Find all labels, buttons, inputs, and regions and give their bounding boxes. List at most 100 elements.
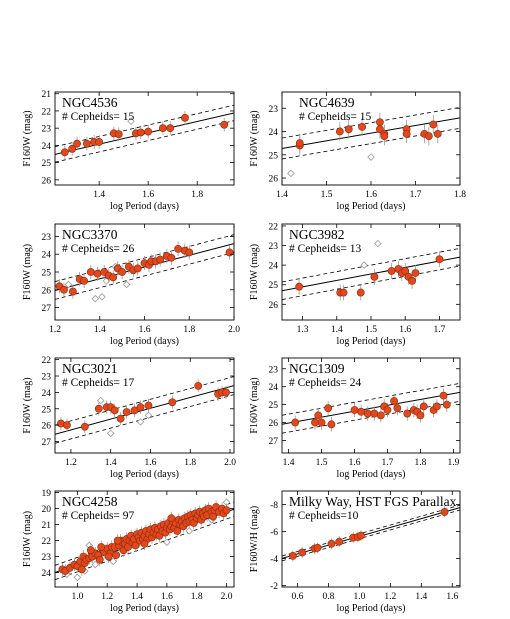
x-tick-label: 1.7	[410, 190, 422, 200]
x-tick-label: 1.2	[49, 325, 61, 335]
y-tick-label: 24	[42, 142, 52, 152]
x-tick-label: 1.0	[71, 592, 83, 602]
x-tick-label: 1.7	[434, 325, 446, 335]
x-tick-label: 1.6	[399, 325, 411, 335]
cepheid-point	[314, 411, 323, 420]
cepheid-count: # Cepheids= 15	[62, 111, 135, 123]
x-tick-label: 1.6	[365, 190, 377, 200]
y-tick-label: -8	[270, 501, 278, 511]
cepheid-point	[429, 120, 438, 129]
panel-6: 1.0 1.2 1.4 1.6 1.8 2.0 19 20 21 22 23 24 log Period…	[22, 489, 235, 614]
x-tick-label: 1.8	[184, 458, 196, 468]
cepheid-point	[225, 248, 234, 257]
cepheid-point	[344, 125, 353, 134]
cepheid-point	[122, 408, 131, 416]
x-tick-label: 1.6	[145, 458, 157, 468]
x-axis-label: log Period (days)	[110, 469, 179, 480]
fit-upper-band	[282, 265, 460, 300]
cepheid-point	[112, 551, 121, 559]
y-axis-label: F160W (mag)	[22, 244, 33, 300]
y-tick-label: 26	[269, 175, 279, 185]
cepheid-point	[86, 546, 95, 555]
rejected-cepheid-point	[136, 418, 145, 426]
cepheid-point	[357, 531, 365, 540]
cepheid-point	[130, 406, 139, 415]
y-tick-label: 25	[42, 405, 52, 415]
x-tick-label: 1.4	[94, 325, 106, 335]
cepheid-count: # Cepheids= 97	[62, 510, 135, 522]
y-tick-label: 22	[42, 537, 52, 547]
rejected-cepheid-point	[98, 293, 106, 301]
y-tick-label: 24	[42, 251, 52, 261]
cepheid-point	[222, 388, 230, 397]
x-tick-label: 1.4	[131, 592, 143, 602]
cepheid-point	[144, 401, 153, 410]
cepheid-point	[317, 418, 326, 427]
cepheid-count: # Cepheids=10	[289, 510, 359, 522]
panel-frame	[281, 490, 461, 588]
cepheid-point	[114, 130, 123, 139]
cepheid-point	[77, 565, 86, 574]
y-tick-label: 23	[42, 233, 52, 243]
fit-line	[282, 256, 460, 292]
y-tick-label: 23	[42, 373, 52, 383]
panel-frame	[54, 91, 235, 186]
y-tick-label: 26	[42, 422, 52, 432]
y-tick-label: 23	[269, 105, 279, 115]
fit-line	[282, 391, 460, 425]
cepheid-point	[311, 418, 319, 427]
cepheid-point	[403, 409, 412, 418]
fit-upper-band	[55, 252, 234, 300]
cepheid-point	[435, 255, 444, 264]
panel-0: 1.4 1.6 1.8 21 22 23 24 25 26 log Period (days) F1…	[22, 90, 235, 212]
rejected-cepheid-point	[185, 527, 194, 535]
rejected-cepheid-point	[360, 261, 368, 269]
x-tick-label: 1.5	[316, 458, 328, 468]
y-tick-label: 26	[42, 176, 52, 186]
y-tick-label: 23	[42, 125, 52, 135]
cepheid-point	[335, 127, 344, 136]
x-tick-label: 1.6	[446, 592, 458, 602]
cepheid-point	[95, 555, 104, 564]
panel-2: 1.2 1.4 1.6 1.8 2.0 23 24 25 26 27 log Period (day…	[22, 223, 240, 347]
x-axis-label: log Period (days)	[337, 469, 406, 480]
cepheid-point	[94, 404, 103, 413]
rejected-cepheid-point	[374, 239, 382, 248]
cepheid-point	[136, 403, 145, 412]
fit-upper-band	[282, 400, 460, 434]
panel-3: 1.3 1.4 1.5 1.6 1.7 22 23 24 25 26 log Period (day…	[249, 222, 461, 347]
cepheid-point	[387, 267, 396, 275]
y-tick-label: 25	[269, 401, 279, 411]
x-tick-label: 1.5	[365, 325, 377, 335]
cepheid-point	[113, 536, 122, 545]
cepheid-point	[327, 420, 336, 429]
y-tick-label: -2	[270, 582, 278, 592]
y-tick-label: 20	[42, 505, 52, 515]
cepheid-point	[97, 543, 106, 551]
cepheid-count: # Cepheids= 15	[299, 111, 372, 123]
cepheid-point	[110, 406, 119, 415]
y-tick-label: 23	[269, 365, 279, 375]
rejected-cepheid-point	[367, 153, 375, 161]
x-tick-label: 2.0	[221, 592, 233, 602]
y-tick-label: 27	[42, 304, 52, 314]
rejected-cepheid-point	[127, 117, 135, 126]
x-tick-label: 1.3	[297, 325, 309, 335]
cepheid-point	[440, 508, 449, 516]
cepheid-point	[327, 539, 336, 548]
rejected-cepheid-point	[163, 538, 171, 546]
y-tick-label: 23	[269, 242, 279, 252]
x-tick-label: 1.8	[191, 190, 203, 200]
y-axis-label: F160W (mag)	[249, 377, 260, 433]
cepheid-point	[104, 552, 113, 561]
panel-title: NGC3021	[62, 361, 118, 376]
rejected-cepheid-point	[109, 557, 117, 566]
x-tick-label: 1.9	[447, 458, 459, 468]
cepheid-point	[158, 124, 167, 133]
y-tick-label: 26	[42, 286, 52, 296]
cepheid-point	[131, 541, 140, 550]
panel-title: NGC4258	[62, 494, 118, 509]
fit-lower-band	[55, 376, 234, 426]
y-tick-label: 25	[269, 151, 279, 161]
x-tick-label: 0.6	[292, 592, 304, 602]
